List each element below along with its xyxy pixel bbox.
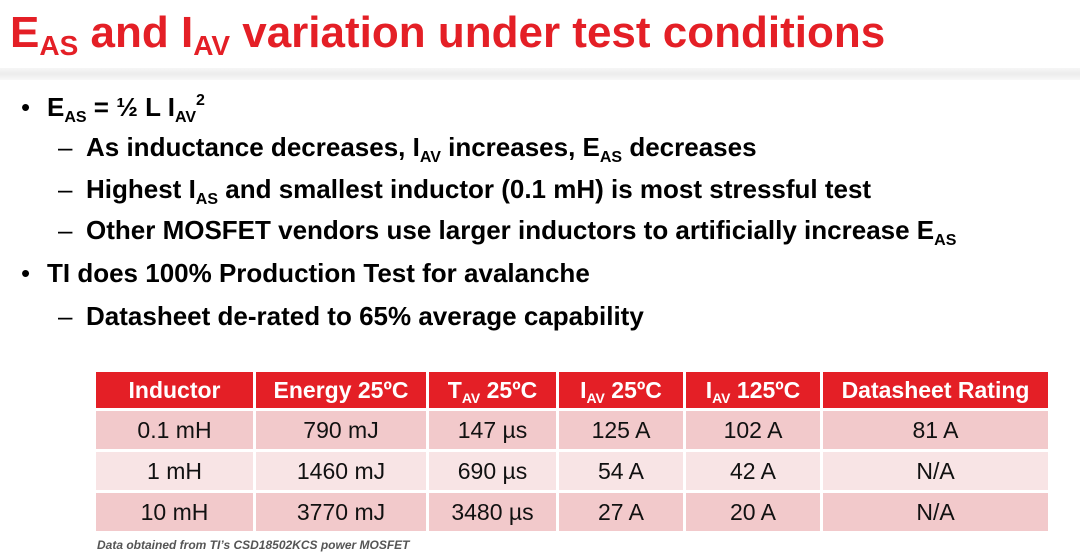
sub-bullet-highest: – Highest IAS and smallest inductor (0.1 … bbox=[58, 174, 872, 208]
table-cell: 125 A bbox=[559, 411, 683, 449]
table-cell: 0.1 mH bbox=[96, 411, 253, 449]
table-cell: 1 mH bbox=[96, 452, 253, 490]
table-cell: 27 A bbox=[559, 493, 683, 531]
header-iav-25: IAV 25ºC bbox=[559, 372, 683, 408]
table-cell: 3770 mJ bbox=[256, 493, 426, 531]
sub-bullet-vendors: – Other MOSFET vendors use larger inducto… bbox=[58, 215, 957, 249]
table-cell: 54 A bbox=[559, 452, 683, 490]
table-cell: 81 A bbox=[823, 411, 1048, 449]
table-cell: 147 µs bbox=[429, 411, 556, 449]
bullet-dot: • bbox=[21, 92, 31, 122]
table-cell: 20 A bbox=[686, 493, 820, 531]
table-cell: 10 mH bbox=[96, 493, 253, 531]
table-cell: 3480 µs bbox=[429, 493, 556, 531]
table-cell: 102 A bbox=[686, 411, 820, 449]
bullet-dot: • bbox=[21, 258, 31, 288]
sub-bullet-dash: – bbox=[58, 132, 73, 162]
footnote: Data obtained from TI’s CSD18502KCS powe… bbox=[97, 538, 410, 552]
header-inductor: Inductor bbox=[96, 372, 253, 408]
table-cell: 1460 mJ bbox=[256, 452, 426, 490]
table-cell: N/A bbox=[823, 493, 1048, 531]
sub-bullet-dash: – bbox=[58, 215, 73, 245]
sub-bullet-derated: – Datasheet de-rated to 65% average capab… bbox=[58, 301, 644, 331]
table-cell: 790 mJ bbox=[256, 411, 426, 449]
header-datasheet-rating: Datasheet Rating bbox=[823, 372, 1048, 408]
table-row: 0.1 mH 790 mJ 147 µs 125 A 102 A 81 A bbox=[96, 411, 1048, 449]
table-cell: 42 A bbox=[686, 452, 820, 490]
title-divider bbox=[0, 68, 1080, 80]
sub-bullet-dash: – bbox=[58, 174, 73, 204]
header-energy: Energy 25ºC bbox=[256, 372, 426, 408]
sub-bullet-dash: – bbox=[58, 301, 73, 331]
slide-title: EAS and IAV variation under test conditi… bbox=[10, 8, 886, 61]
header-tav: TAV 25ºC bbox=[429, 372, 556, 408]
table-row: 10 mH 3770 mJ 3480 µs 27 A 20 A N/A bbox=[96, 493, 1048, 531]
bullet-formula: • EAS = ½ L IAV2 bbox=[21, 92, 205, 126]
table-cell: N/A bbox=[823, 452, 1048, 490]
table-header-row: Inductor Energy 25ºC TAV 25ºC IAV 25ºC I… bbox=[96, 372, 1048, 408]
bullet-production-test: • TI does 100% Production Test for avalan… bbox=[21, 258, 590, 288]
avalanche-table: Inductor Energy 25ºC TAV 25ºC IAV 25ºC I… bbox=[93, 369, 1051, 534]
sub-bullet-inductance: – As inductance decreases, IAV increases,… bbox=[58, 132, 757, 166]
table-row: 1 mH 1460 mJ 690 µs 54 A 42 A N/A bbox=[96, 452, 1048, 490]
table-cell: 690 µs bbox=[429, 452, 556, 490]
header-iav-125: IAV 125ºC bbox=[686, 372, 820, 408]
